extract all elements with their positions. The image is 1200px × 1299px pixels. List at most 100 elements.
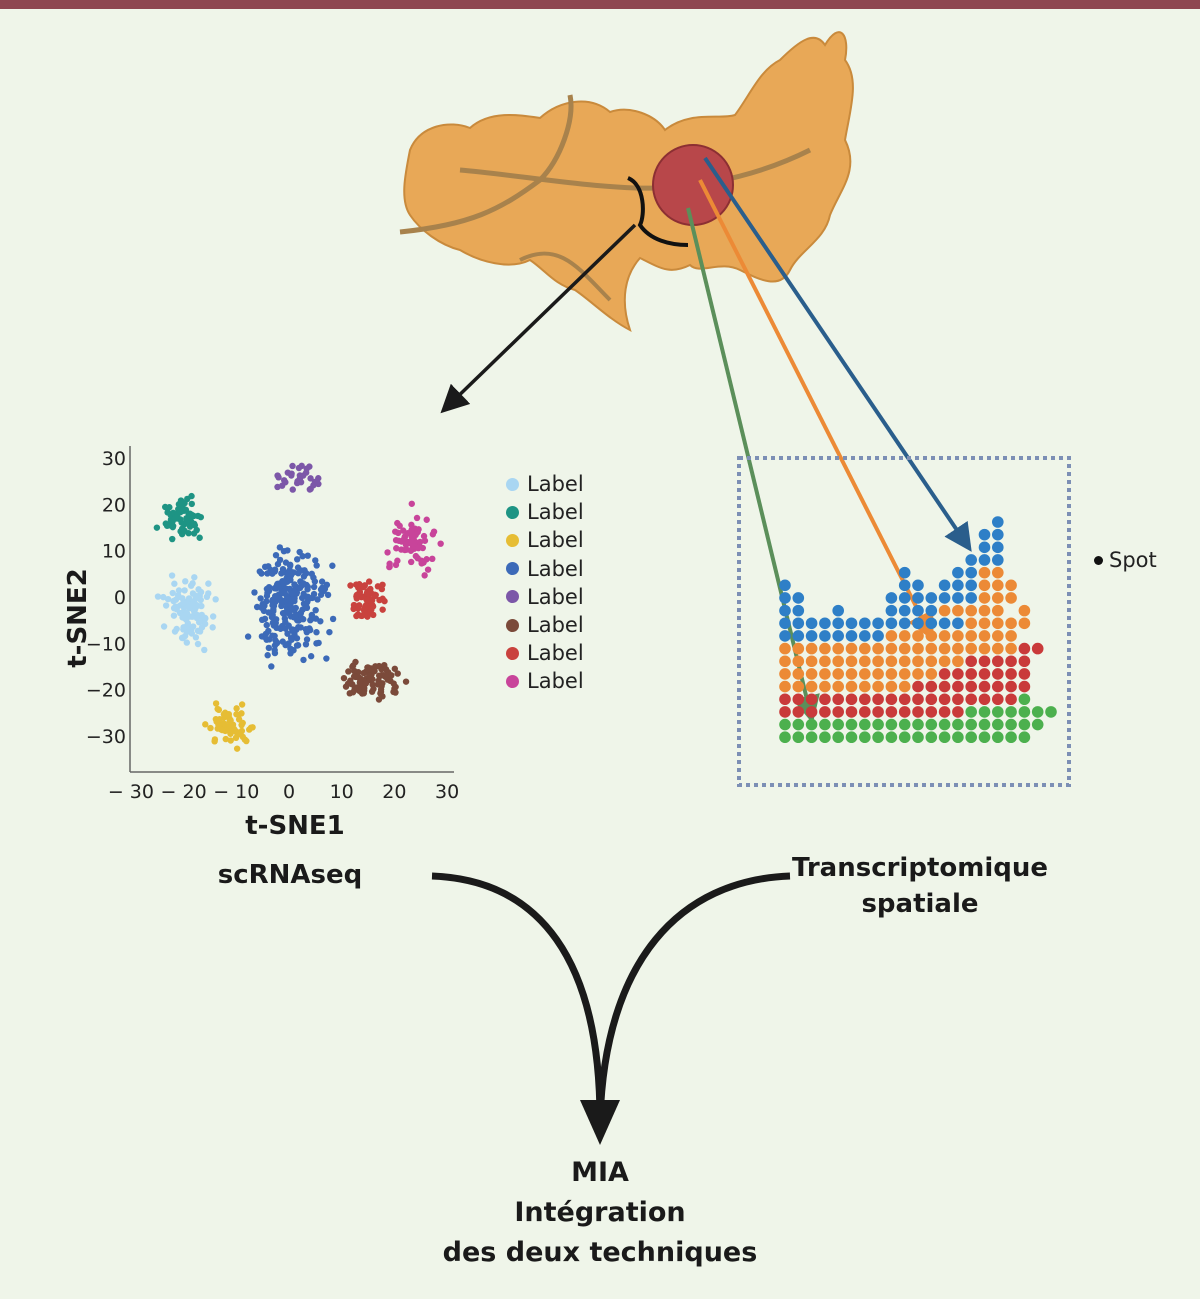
cell-point-cluster-6 xyxy=(364,588,371,595)
cell-point-cluster-5 xyxy=(368,688,376,695)
cell-point-cluster-4 xyxy=(274,472,281,479)
spot xyxy=(1005,630,1017,642)
spot xyxy=(978,693,991,706)
spot xyxy=(978,642,991,655)
cell-point-cluster-2 xyxy=(212,700,220,707)
cell-point-cluster-3 xyxy=(300,616,307,623)
spot xyxy=(978,630,991,642)
cell-point-cluster-5 xyxy=(345,668,352,675)
y-axis-title: t-SNE2 xyxy=(63,568,93,668)
spot xyxy=(1031,706,1044,718)
spot xyxy=(978,554,991,566)
spot xyxy=(792,617,805,630)
cell-point-cluster-0 xyxy=(179,599,187,607)
spot xyxy=(845,680,858,693)
spatial-label-line1: Transcriptomique xyxy=(791,853,1049,883)
spot xyxy=(1018,693,1031,706)
spot xyxy=(1005,706,1017,718)
spot xyxy=(952,680,964,693)
cell-point-cluster-1 xyxy=(196,534,203,541)
cell-point-cluster-3 xyxy=(288,636,295,643)
cell-point-cluster-0 xyxy=(170,597,177,605)
spot xyxy=(938,630,951,642)
spot xyxy=(992,718,1004,731)
cell-point-cluster-0 xyxy=(197,588,204,596)
cell-point-cluster-0 xyxy=(183,609,191,617)
spot xyxy=(925,706,938,718)
cell-point-cluster-5 xyxy=(364,666,372,673)
cell-point-cluster-3 xyxy=(257,595,264,602)
cell-point-cluster-6 xyxy=(350,605,357,613)
cell-point-cluster-3 xyxy=(292,612,299,619)
cell-point-cluster-3 xyxy=(251,589,258,596)
spot xyxy=(792,680,805,693)
legend-dot-icon xyxy=(506,562,519,576)
spot xyxy=(925,630,938,642)
spot xyxy=(925,642,938,655)
legend-label: Label xyxy=(527,612,584,637)
cell-point-cluster-0 xyxy=(191,574,198,581)
cell-point-cluster-1 xyxy=(177,508,184,515)
mia-line3: des deux techniques xyxy=(442,1237,758,1268)
cell-point-cluster-3 xyxy=(304,594,311,601)
spot xyxy=(912,579,924,592)
spot xyxy=(925,693,938,706)
cell-point-cluster-3 xyxy=(268,663,275,670)
cell-point-cluster-3 xyxy=(284,630,291,637)
spot xyxy=(965,680,977,693)
spot xyxy=(1018,731,1031,744)
spot xyxy=(1018,680,1031,693)
cell-point-cluster-3 xyxy=(313,629,320,636)
spot-dot-icon xyxy=(1094,555,1103,565)
spot xyxy=(952,566,964,579)
spot xyxy=(792,655,805,668)
legend-item: Label xyxy=(506,583,584,611)
spot xyxy=(898,566,911,579)
spot xyxy=(845,655,858,668)
cell-point-cluster-0 xyxy=(189,623,197,630)
cell-point-cluster-2 xyxy=(246,726,253,733)
legend-label: Label xyxy=(527,641,584,666)
spot xyxy=(978,731,991,744)
spot xyxy=(779,706,791,718)
spot xyxy=(965,668,977,680)
spot xyxy=(779,604,791,617)
cell-point-cluster-7 xyxy=(423,516,430,523)
cell-point-cluster-3 xyxy=(271,621,278,628)
spot xyxy=(1005,617,1017,630)
spot xyxy=(805,630,818,642)
cell-point-cluster-3 xyxy=(262,630,270,638)
spot xyxy=(885,592,898,604)
cell-point-cluster-0 xyxy=(187,582,195,589)
cell-point-cluster-3 xyxy=(290,626,297,634)
spot xyxy=(912,630,924,642)
cell-point-cluster-6 xyxy=(355,602,363,610)
spot xyxy=(779,655,791,668)
cell-point-cluster-3 xyxy=(272,637,279,644)
spot xyxy=(1005,718,1017,731)
cell-point-cluster-6 xyxy=(376,596,383,604)
cell-point-cluster-3 xyxy=(300,580,307,587)
cell-point-cluster-3 xyxy=(282,559,290,566)
cell-point-cluster-0 xyxy=(192,634,200,641)
cell-point-cluster-2 xyxy=(238,721,245,729)
spot xyxy=(792,592,805,604)
spot xyxy=(805,731,818,744)
cell-point-cluster-2 xyxy=(241,736,249,743)
cell-point-cluster-2 xyxy=(213,718,220,725)
cell-point-cluster-1 xyxy=(183,518,190,526)
y-tick-label: 30 xyxy=(102,448,126,470)
tsne-legend: Label Label Label Label Label Label Label Label xyxy=(506,470,584,696)
spot xyxy=(978,718,991,731)
spot xyxy=(859,731,871,744)
legend-item: Label xyxy=(506,639,584,667)
cell-point-cluster-3 xyxy=(299,553,306,560)
cell-point-cluster-4 xyxy=(274,483,281,491)
spot xyxy=(1005,592,1017,604)
cell-point-cluster-6 xyxy=(361,609,369,617)
spot xyxy=(872,655,884,668)
spot xyxy=(978,617,991,630)
spot xyxy=(1005,579,1017,592)
cell-point-cluster-6 xyxy=(353,591,361,599)
